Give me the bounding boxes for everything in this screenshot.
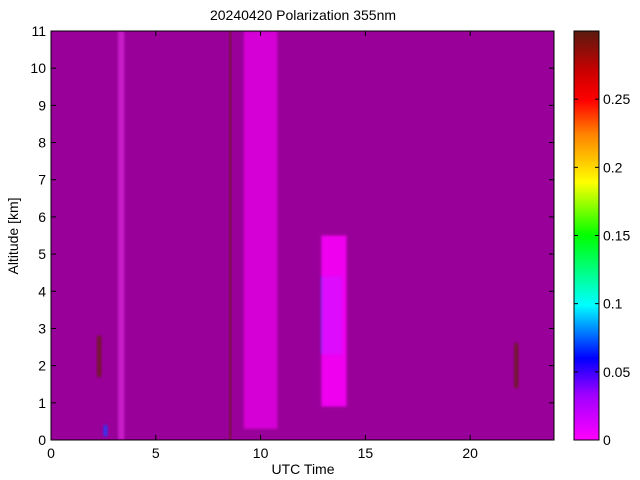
x-tick-label: 15 (358, 445, 374, 461)
plot-frame (50, 30, 555, 441)
colorbar-tick-label: 0 (603, 432, 611, 448)
colorbar-tick-label: 0.1 (603, 296, 623, 312)
heatmap-feature-4 (97, 335, 102, 377)
colorbar-tick-label: 0.25 (603, 91, 630, 107)
colorbar-tick-label: 0.15 (603, 228, 630, 244)
heatmap-feature-7 (514, 343, 519, 388)
y-axis-label: Altitude [km] (5, 197, 21, 274)
y-tick-label: 3 (38, 320, 46, 336)
heatmap-background (51, 31, 554, 440)
y-tick-label: 11 (31, 23, 46, 39)
y-tick-label: 0 (38, 432, 46, 448)
heatmap-feature-2 (243, 31, 278, 429)
heatmap-feature-5 (229, 31, 232, 440)
heatmap-feature-6 (103, 425, 108, 437)
y-tick-label: 1 (38, 395, 46, 411)
x-axis-label: UTC Time (272, 461, 335, 477)
y-tick-label: 2 (38, 358, 46, 374)
x-tick-label: 10 (253, 445, 269, 461)
heatmap-feature-1 (321, 235, 347, 407)
x-axis: 0 5 10 15 20 (47, 31, 478, 461)
chart-title: 20240420 Polarization 355nm (210, 7, 396, 23)
colorbar-tick-label: 0.2 (603, 159, 623, 175)
y-tick-label: 6 (38, 209, 46, 225)
heatmap-features (97, 31, 519, 440)
colorbar-ticks: 0 0.05 0.1 0.15 0.2 0.25 (574, 91, 630, 448)
x-tick-label: 5 (152, 445, 160, 461)
y-tick-label: 5 (38, 246, 46, 262)
colorbar-tick-label: 0.05 (603, 364, 630, 380)
y-tick-label: 8 (38, 135, 46, 151)
y-axis: 0 1 2 3 4 5 6 7 8 9 10 11 (30, 23, 554, 448)
y-tick-label: 9 (38, 97, 46, 113)
x-tick-label: 0 (47, 445, 55, 461)
heatmap-feature-3 (118, 31, 125, 440)
y-tick-label: 4 (38, 283, 46, 299)
x-tick-label: 20 (462, 445, 478, 461)
plot-area (50, 30, 555, 441)
y-tick-label: 7 (38, 172, 46, 188)
y-tick-label: 10 (30, 60, 46, 76)
colorbar: 0 0.05 0.1 0.15 0.2 0.25 (573, 30, 630, 448)
